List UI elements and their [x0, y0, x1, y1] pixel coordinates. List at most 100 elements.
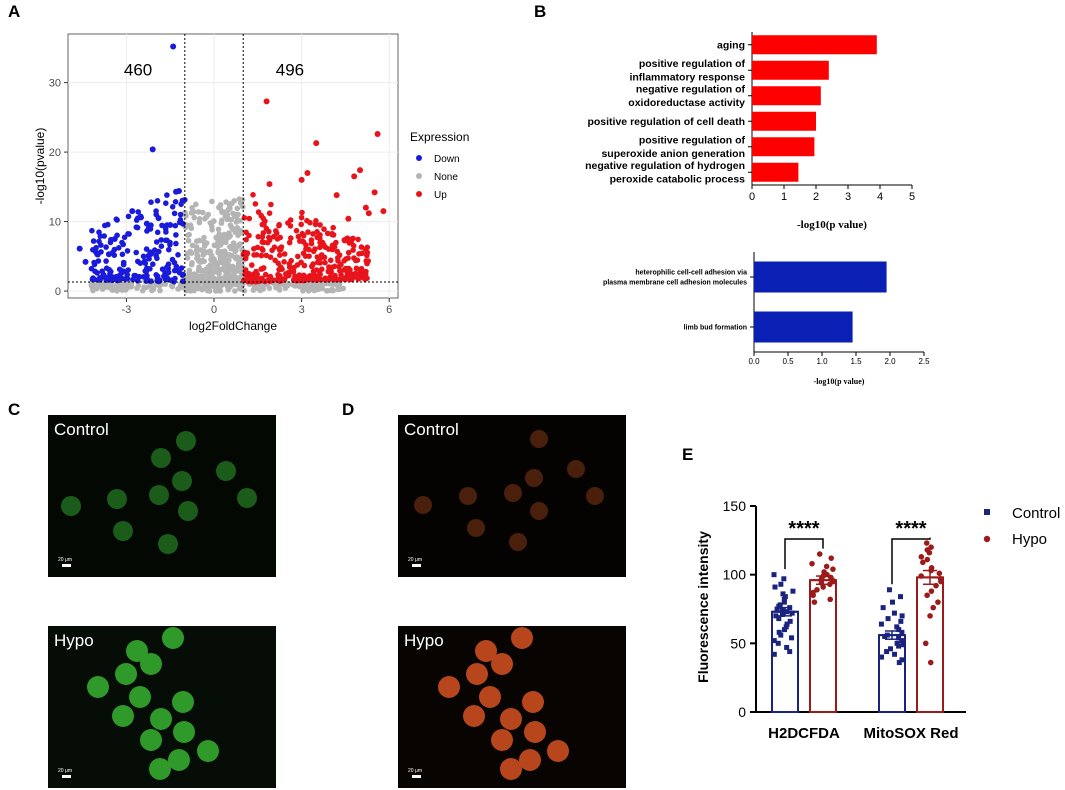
volcano-point [95, 258, 102, 264]
volcano-point [260, 230, 267, 236]
cell [414, 496, 432, 514]
volcano-point [270, 277, 276, 284]
e-point-hypo [811, 599, 818, 605]
e-point-control [900, 642, 906, 648]
volcano-point [266, 237, 273, 243]
volcano-point [189, 205, 195, 211]
volcano-point [329, 230, 335, 237]
volcano-point [233, 278, 239, 284]
volcano-point [350, 242, 357, 249]
micrograph-c-control-scale-text: 20 μm [58, 557, 72, 563]
e-point-hypo [820, 584, 826, 590]
volcano-point [141, 258, 148, 264]
volcano-point [209, 223, 215, 230]
volcano-point [166, 246, 172, 253]
cell [504, 484, 522, 502]
volcano-point [342, 276, 348, 282]
volcano-point [341, 267, 347, 273]
volcano-point [216, 204, 222, 211]
volcano-point-up [380, 208, 387, 215]
volcano-point-down [173, 188, 180, 195]
volcano-point [305, 229, 311, 235]
volcano-point [282, 285, 289, 291]
e-point-control [896, 635, 902, 641]
e-point-hypo [814, 586, 820, 593]
volcano-point [283, 273, 290, 280]
volcano-point [169, 204, 176, 210]
volcano-point [300, 232, 307, 239]
volcano-point [333, 239, 339, 246]
volcano-point [96, 229, 102, 235]
volcano-point [346, 240, 353, 246]
e-point-hypo [818, 575, 825, 582]
volcano-point [310, 268, 317, 275]
volcano-point [266, 210, 273, 216]
volcano-point-down [82, 258, 89, 265]
volcano-point [135, 209, 141, 215]
bar-1 [752, 60, 829, 80]
volcano-point [137, 260, 144, 267]
volcano-point [281, 259, 287, 265]
cell [172, 691, 194, 713]
volcano-point [154, 255, 160, 262]
e-point-hypo [924, 592, 930, 599]
volcano-point [146, 255, 152, 262]
volcano-point [91, 276, 98, 283]
volcano-point-up [371, 189, 378, 196]
cell [509, 533, 527, 551]
volcano-point [134, 278, 141, 284]
volcano-point-down [138, 214, 145, 221]
micrograph-d-control-cells [414, 430, 604, 551]
bar-x-tick-label: 0 [749, 191, 755, 203]
volcano-point [291, 282, 298, 289]
volcano-point [89, 227, 95, 234]
volcano-point [303, 242, 309, 248]
bar-x-tick-label: 0.5 [782, 357, 794, 366]
e-point-control [898, 594, 904, 600]
cell [197, 740, 219, 762]
cell [491, 653, 513, 675]
bar-label: negative regulation of hydrogen [585, 160, 745, 172]
volcano-plot: -3 0 3 6 0 10 20 30 460 496 log2FoldChange -log… [33, 33, 469, 333]
e-point-control [774, 606, 780, 612]
cell [172, 471, 192, 491]
e-point-control [892, 651, 898, 657]
e-point-hypo [928, 588, 935, 594]
volcano-point [259, 277, 265, 283]
volcano-point [255, 233, 262, 240]
fluorescence-significance: **** **** [784, 518, 931, 585]
volcano-point [268, 201, 274, 208]
e-point-hypo [927, 613, 933, 619]
volcano-point [111, 246, 118, 253]
e-point-control [884, 649, 890, 655]
e-point-hypo [816, 551, 823, 557]
volcano-point [150, 261, 156, 268]
volcano-point [319, 266, 325, 273]
e-point-control [787, 618, 793, 624]
e-point-control [882, 633, 888, 639]
volcano-point [154, 229, 161, 236]
volcano-point [195, 285, 201, 292]
e-point-hypo [927, 659, 934, 666]
volcano-point-down [149, 146, 156, 153]
e-point-control [778, 632, 784, 638]
volcano-point [312, 246, 318, 252]
volcano-point [158, 243, 165, 249]
e-significance-bracket [784, 538, 824, 570]
volcano-point-down [76, 245, 83, 252]
e-point-control [880, 605, 886, 611]
legend-control-label: Control [1012, 505, 1060, 522]
volcano-point [200, 273, 207, 280]
volcano-point [243, 236, 249, 243]
volcano-point [285, 220, 291, 226]
volcano-point [125, 213, 132, 220]
cell [87, 676, 109, 698]
volcano-point [176, 269, 183, 276]
volcano-point [328, 269, 335, 275]
volcano-point [237, 217, 243, 224]
cell [459, 487, 477, 505]
volcano-point [364, 252, 370, 259]
volcano-point [200, 209, 206, 216]
bar-3 [752, 111, 816, 131]
volcano-point [164, 192, 170, 198]
